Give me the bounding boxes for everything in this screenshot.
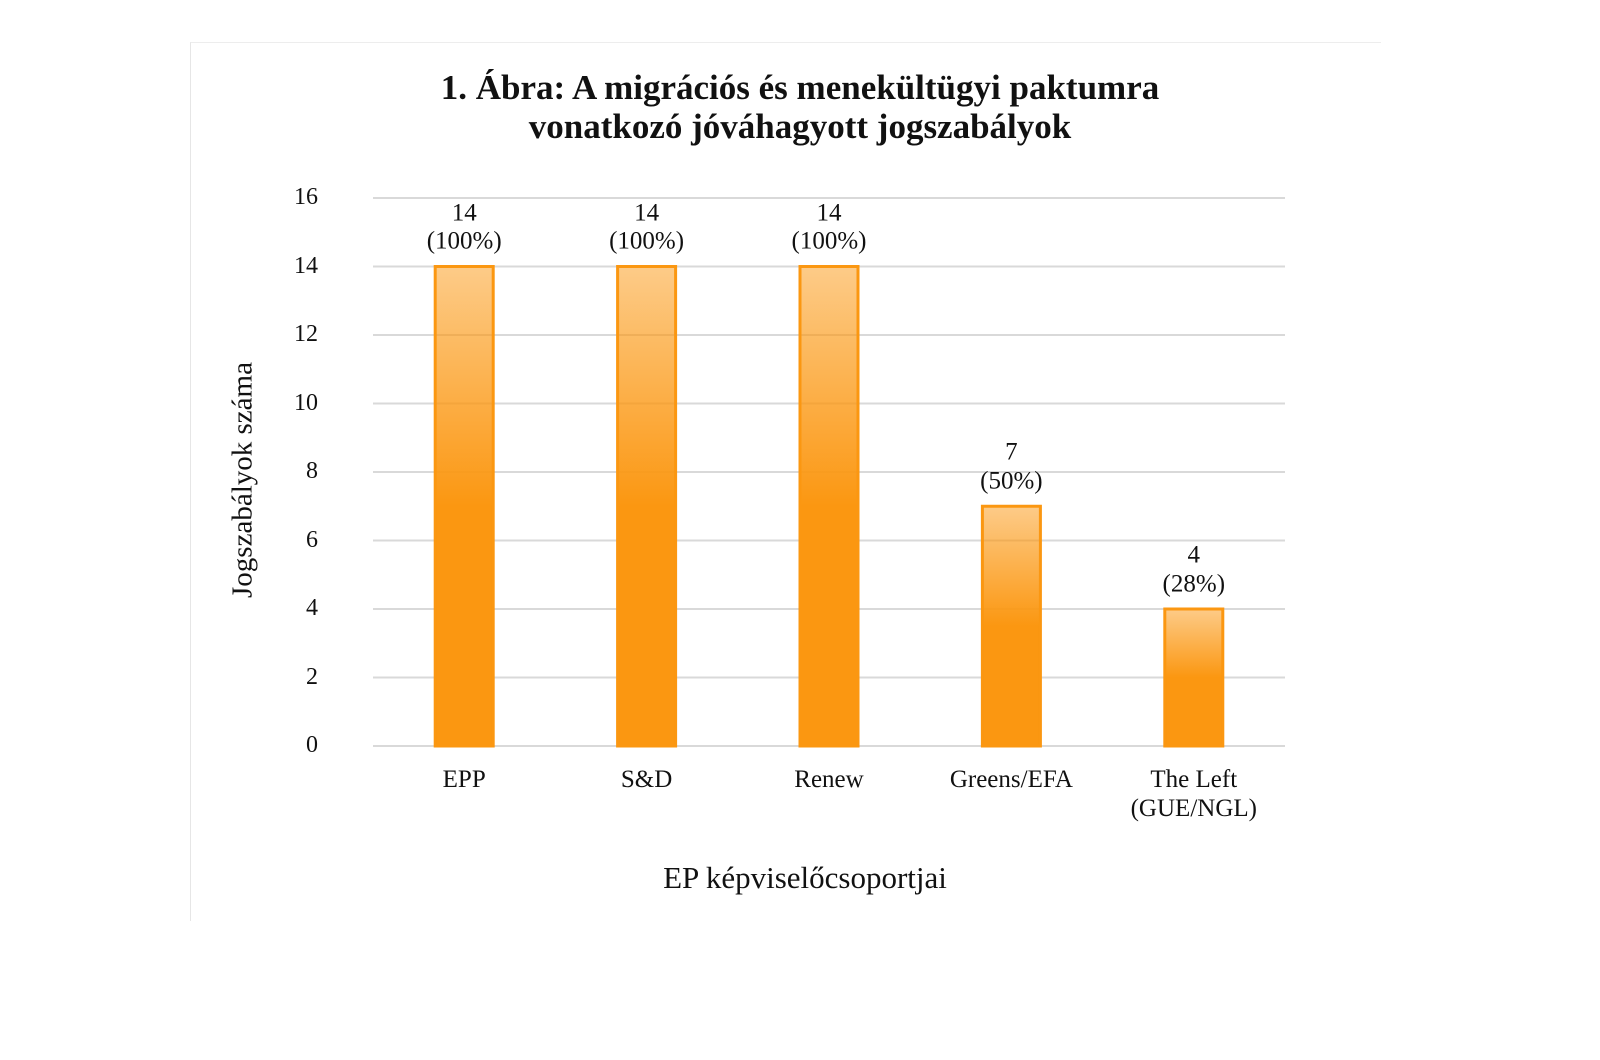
bar [616,265,678,748]
y-tick-label: 8 [306,458,318,485]
y-axis-title: Jogszabályok száma [226,362,259,598]
x-tick-label: Greens/EFA [949,766,1073,793]
data-label: 14 (100%) [426,199,502,255]
data-label: 7 (50%) [980,438,1043,495]
chart-frame [190,42,1381,921]
y-tick-label: 14 [294,252,318,279]
chart-title: 1. Ábra: A migrációs és menekültügyi pak… [440,68,1160,147]
bar [433,265,495,748]
x-tick-label: EPP [442,766,486,793]
data-label: 4 (28%) [1162,541,1226,598]
y-tick-label: 16 [294,184,318,211]
x-tick-label: S&D [620,766,673,793]
bar [980,504,1042,748]
y-tick-label: 2 [306,663,318,690]
data-label: 14 (100%) [791,199,867,255]
y-tick-label: 12 [294,321,318,348]
x-axis-title: EP képviselőcsoportjai [663,860,947,895]
y-tick-label: 0 [306,732,318,759]
bar [798,265,860,748]
x-tick-label: The Left (GUE/NGL) [1130,766,1257,822]
y-tick-label: 4 [306,595,318,622]
bar [1163,607,1225,748]
y-tick-label: 6 [306,526,318,553]
data-label: 14 (100%) [609,199,685,255]
y-tick-label: 10 [294,389,318,416]
x-tick-label: Renew [794,766,864,793]
